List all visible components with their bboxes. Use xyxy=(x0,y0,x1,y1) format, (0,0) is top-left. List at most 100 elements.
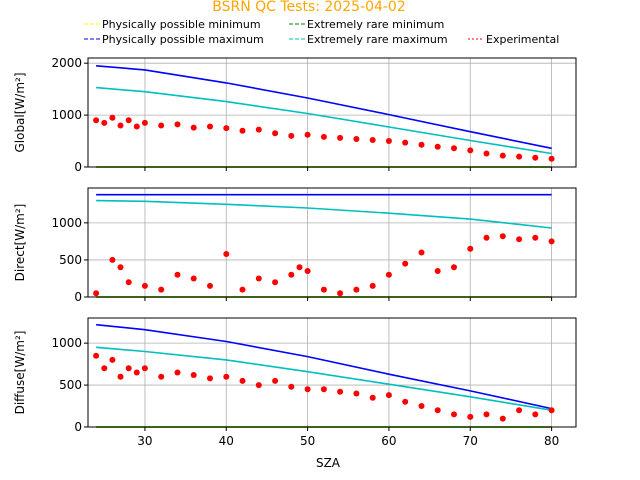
plot-frame xyxy=(87,317,577,428)
scatter-point xyxy=(337,134,344,141)
scatter-point xyxy=(369,137,376,143)
scatter-point xyxy=(467,413,474,420)
scatter-point xyxy=(109,256,116,263)
chart-title: BSRN QC Tests: 2025-04-02 xyxy=(212,0,406,15)
scatter-point xyxy=(272,377,279,384)
scatter-point xyxy=(101,119,108,126)
scatter-point xyxy=(451,264,457,271)
scatter-point xyxy=(532,234,539,241)
scatter-point xyxy=(117,122,124,129)
scatter-point xyxy=(190,275,197,282)
scatter-point xyxy=(304,268,311,274)
panel-3: 0 500 1000 30 40 50 60 70 80 Diffuse[W/m²] xyxy=(13,317,577,448)
scatter-point xyxy=(320,286,327,293)
scatter-point xyxy=(272,130,279,137)
scatter-point xyxy=(109,114,116,121)
scatter-point xyxy=(320,133,327,140)
scatter-point xyxy=(239,286,246,293)
scatter-point xyxy=(158,286,165,293)
scatter-point xyxy=(532,411,539,418)
panel-2: 0 500 1000 Direct[W/m²] xyxy=(13,187,577,304)
x-tick-label: 80 xyxy=(544,434,559,448)
scatter-point xyxy=(207,123,213,130)
scatter-point xyxy=(369,394,376,401)
scatter-point xyxy=(434,268,441,274)
series-line xyxy=(96,346,552,411)
scatter-point xyxy=(483,411,490,418)
legend-label: Physically possible maximum xyxy=(102,33,264,46)
scatter-point xyxy=(255,382,262,389)
scatter-point xyxy=(304,131,311,138)
series-line xyxy=(96,323,552,410)
scatter-point xyxy=(207,282,213,289)
scatter-point xyxy=(418,403,425,409)
scatter-point xyxy=(385,271,392,278)
scatter-point xyxy=(255,275,262,282)
scatter-point xyxy=(304,386,311,393)
scatter-point xyxy=(385,392,392,399)
y-tick-label: 500 xyxy=(59,253,82,267)
scatter-point xyxy=(451,145,457,152)
scatter-point xyxy=(158,373,165,380)
scatter-point xyxy=(207,375,213,382)
scatter-point xyxy=(133,369,140,376)
scatter-point xyxy=(141,282,148,289)
scatter-point xyxy=(532,154,539,161)
scatter-point xyxy=(141,365,148,372)
scatter-point xyxy=(93,352,100,359)
scatter-point xyxy=(516,236,523,243)
scatter-point xyxy=(516,153,523,160)
scatter-point xyxy=(141,119,148,126)
scatter-point xyxy=(402,398,409,405)
y-tick-label: 500 xyxy=(59,378,82,392)
y-tick-label: 1000 xyxy=(51,336,82,350)
scatter-point xyxy=(434,143,441,150)
scatter-point xyxy=(223,373,230,380)
scatter-point xyxy=(467,245,474,252)
scatter-point xyxy=(288,132,295,139)
scatter-point xyxy=(239,377,246,384)
scatter-point xyxy=(499,233,506,240)
scatter-point xyxy=(402,260,409,267)
scatter-point xyxy=(255,126,262,133)
scatter-point xyxy=(93,290,100,297)
legend: Physically possible minimum Extremely rar… xyxy=(84,18,559,46)
x-axis-label: SZA xyxy=(316,456,341,470)
scatter-point xyxy=(109,356,116,363)
scatter-point xyxy=(353,390,360,397)
scatter-point xyxy=(223,251,230,257)
scatter-point xyxy=(320,386,327,393)
series-line xyxy=(96,86,552,155)
scatter-point xyxy=(353,136,360,142)
y-tick-label: 0 xyxy=(74,160,82,174)
legend-label: Extremely rare maximum xyxy=(307,33,448,46)
scatter-point xyxy=(223,125,230,132)
series-line xyxy=(96,199,552,229)
scatter-point xyxy=(174,121,181,128)
scatter-point xyxy=(402,139,409,146)
scatter-point xyxy=(117,373,124,380)
scatter-point xyxy=(548,407,555,414)
scatter-point xyxy=(337,388,344,395)
y-tick-label: 0 xyxy=(74,420,82,434)
scatter-point xyxy=(499,152,506,159)
y-axis-label: Diffuse[W/m²] xyxy=(13,331,27,415)
panel-1: 0 1000 2000 Global[W/m²] xyxy=(13,56,577,174)
plot-frame xyxy=(87,187,577,298)
scatter-point xyxy=(125,117,132,124)
scatter-point xyxy=(101,365,108,372)
y-tick-label: 0 xyxy=(74,290,82,304)
legend-label: Experimental xyxy=(486,33,559,46)
y-axis-label: Direct[W/m²] xyxy=(13,204,27,282)
scatter-point xyxy=(272,279,279,286)
y-axis-label: Global[W/m²] xyxy=(13,72,27,152)
series-line xyxy=(96,65,552,150)
x-tick-label: 70 xyxy=(463,434,478,448)
scatter-point xyxy=(117,264,124,271)
scatter-point xyxy=(385,138,392,144)
plot-frame xyxy=(87,57,577,168)
scatter-point xyxy=(418,249,425,256)
scatter-point xyxy=(174,369,181,376)
scatter-point xyxy=(516,407,523,414)
